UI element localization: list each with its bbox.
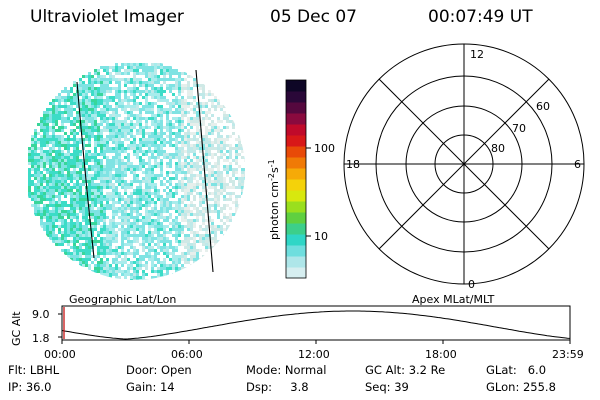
timeline-frame	[61, 305, 571, 341]
mlat-label-60: 60	[536, 100, 550, 113]
mlt-label-0: 0	[468, 278, 475, 291]
colorbar-cell	[286, 256, 306, 268]
colorbar-cell	[286, 179, 306, 191]
colorbar-cell	[286, 190, 306, 202]
header-date: 05 Dec 07	[270, 7, 357, 27]
image-panel-label: Geographic Lat/Lon	[69, 293, 177, 306]
colorbar-cell	[286, 80, 306, 92]
polar-panel-label: Apex MLat/MLT	[412, 293, 495, 306]
longitude-line-left	[76, 81, 95, 259]
colorbar-cell	[286, 91, 306, 103]
colorbar-cell	[286, 201, 306, 213]
mlt-label-12: 12	[470, 48, 484, 61]
mlat-label-70: 70	[512, 122, 526, 135]
colorbar-cell	[286, 157, 306, 169]
colorbar-tick-label-10: 10	[314, 230, 328, 243]
timeline-xtick-4: 23:59	[552, 348, 584, 361]
colorbar-cell	[286, 234, 306, 246]
info-door: Door: Open	[126, 363, 192, 377]
colorbar-cell	[286, 102, 306, 114]
timeline-xtick-2: 12:00	[298, 348, 330, 361]
colorbar-cell	[286, 146, 306, 158]
timeline-xtick-0: 00:00	[44, 348, 76, 361]
header-title: Ultraviolet Imager	[30, 7, 184, 27]
timeline-ytick-low: 1.8	[32, 332, 50, 345]
mlt-label-18: 18	[346, 158, 360, 171]
altitude-curve	[61, 310, 571, 340]
info-glat: GLat: 6.0	[486, 363, 547, 377]
info-gc-alt: GC Alt: 3.2 Re	[365, 363, 446, 377]
colorbar-cell	[286, 168, 306, 180]
info-flt: Flt: LBHL	[8, 363, 60, 377]
info-dsp: Dsp: 3.8	[246, 380, 309, 394]
timeline-ytick-high: 9.0	[32, 308, 50, 321]
colorbar-label: photon cm-2s-1	[267, 159, 281, 240]
longitude-line-right	[195, 69, 214, 273]
timeline-xtick-3: 18:00	[425, 348, 457, 361]
colorbar-cell	[286, 135, 306, 147]
timeline-ylabel: GC Alt	[10, 311, 23, 346]
info-seq: Seq: 39	[365, 380, 409, 394]
colorbar-cell	[286, 212, 306, 224]
colorbar-cell	[286, 245, 306, 257]
colorbar-cell	[286, 223, 306, 235]
info-gain: Gain: 14	[126, 380, 175, 394]
mlt-label-6: 6	[574, 158, 581, 171]
info-glon: GLon: 255.8	[486, 380, 556, 394]
header-time: 00:07:49 UT	[428, 7, 533, 27]
timeline-xtick-1: 06:00	[171, 348, 203, 361]
colorbar-cell	[286, 124, 306, 136]
colorbar-cell	[286, 267, 306, 279]
colorbar-tick-label-100: 100	[314, 142, 335, 155]
mlat-label-80: 80	[491, 142, 505, 155]
polar-diagonal-2	[378, 78, 550, 250]
info-mode: Mode: Normal	[246, 363, 327, 377]
colorbar-cell	[286, 113, 306, 125]
info-ip: IP: 36.0	[8, 380, 52, 394]
